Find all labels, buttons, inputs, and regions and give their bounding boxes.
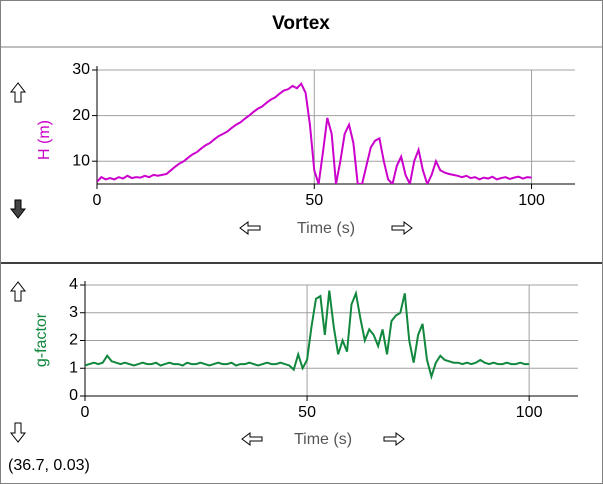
scroll-right-arrow[interactable] <box>391 221 413 235</box>
icons <box>9 82 413 446</box>
x-tick-label: 50 <box>305 192 323 209</box>
scroll-left-arrow[interactable] <box>241 432 263 446</box>
x-tick-label: 0 <box>93 192 102 209</box>
x-tick-label: 0 <box>81 404 90 421</box>
window-title: Vortex <box>272 13 330 34</box>
y-tick-label: 30 <box>72 61 90 78</box>
y-tick-label: 1 <box>69 359 78 376</box>
scroll-left-arrow[interactable] <box>239 221 261 235</box>
y-axis-label: g-factor <box>33 312 50 367</box>
scale-up-arrow[interactable] <box>9 82 27 103</box>
y-tick-label: 10 <box>72 152 90 169</box>
data-line <box>85 289 530 381</box>
x-tick-label: 100 <box>516 404 543 421</box>
x-axis-label: Time (s) <box>294 431 352 448</box>
y-tick-label: 4 <box>69 276 78 293</box>
scale-up-arrow[interactable] <box>9 281 27 302</box>
y-axis-label: H (m) <box>36 120 53 160</box>
cursor-readout: (36.7, 0.03) <box>8 457 90 474</box>
y-tick-label: 3 <box>69 304 78 321</box>
y-tick-label: 20 <box>72 107 90 124</box>
x-tick-label: 100 <box>518 192 545 209</box>
data-line <box>97 81 532 184</box>
y-tick-label: 0 <box>69 387 78 404</box>
scale-down-arrow[interactable] <box>9 199 27 219</box>
scale-down-arrow[interactable] <box>9 422 27 443</box>
x-tick-label: 50 <box>298 404 316 421</box>
y-tick-label: 2 <box>69 332 78 349</box>
scroll-right-arrow[interactable] <box>383 432 405 446</box>
x-axis-label: Time (s) <box>297 220 355 237</box>
